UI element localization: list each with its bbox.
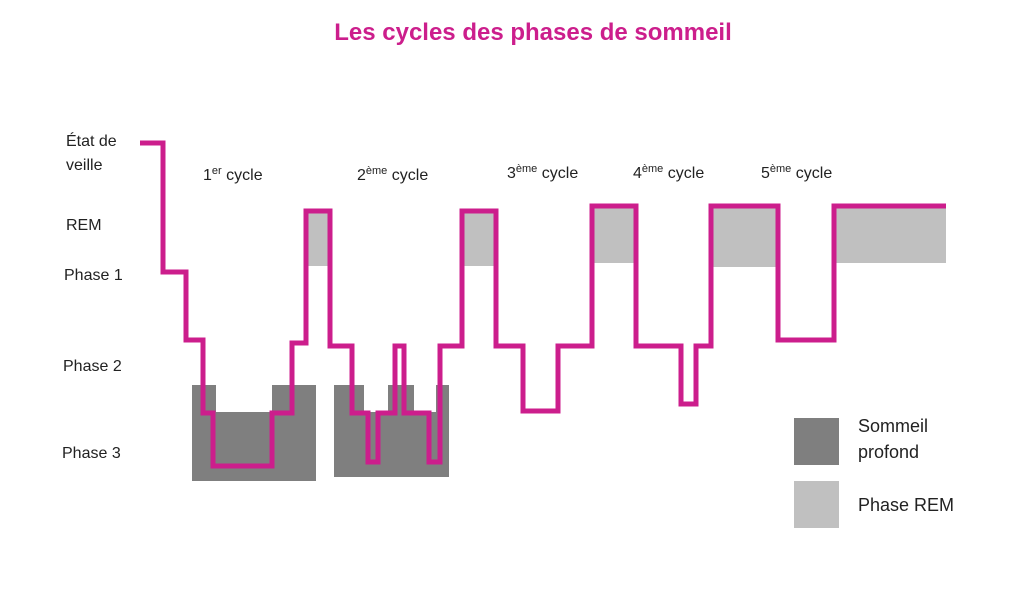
rem-band-4 [713,208,778,267]
y-axis-labels: État de veille REM Phase 1 Phase 2 Phase 3 [62,131,123,462]
legend-swatch-rem-phase [794,481,839,528]
cycle-label-4: 4ème cycle [633,163,704,182]
legend: Sommeil profond Phase REM [794,416,954,528]
level-label-phase3: Phase 3 [62,445,121,462]
legend-label-deep-sleep: profond [858,442,919,462]
deep-sleep-notch-3 [414,385,436,412]
cycle-labels: 1er cycle 2ème cycle 3ème cycle 4ème cycle 5… [203,163,832,184]
deep-sleep-notch-2 [364,385,388,412]
chart-title: Les cycles des phases de sommeil [334,19,732,46]
rem-band-5 [836,208,946,263]
level-label-wake: État de [66,131,117,150]
cycle-label-1: 1er cycle [203,165,263,184]
cycle-label-3: 3ème cycle [507,163,578,182]
legend-swatch-deep-sleep [794,418,839,465]
legend-label-deep-sleep: Sommeil [858,416,928,436]
level-label-wake: veille [66,157,103,174]
level-label-phase2: Phase 2 [63,358,122,375]
level-label-rem: REM [66,217,102,234]
level-label-phase1: Phase 1 [64,267,123,284]
cycle-label-5: 5ème cycle [761,163,832,182]
deep-sleep-notch-1 [216,385,272,412]
hypnogram-line [140,140,946,469]
rem-band-3 [594,208,636,263]
legend-label-rem-phase: Phase REM [858,495,954,515]
rem-band-2 [464,213,496,266]
cycle-label-2: 2ème cycle [357,165,428,184]
rem-band-1 [308,213,330,266]
